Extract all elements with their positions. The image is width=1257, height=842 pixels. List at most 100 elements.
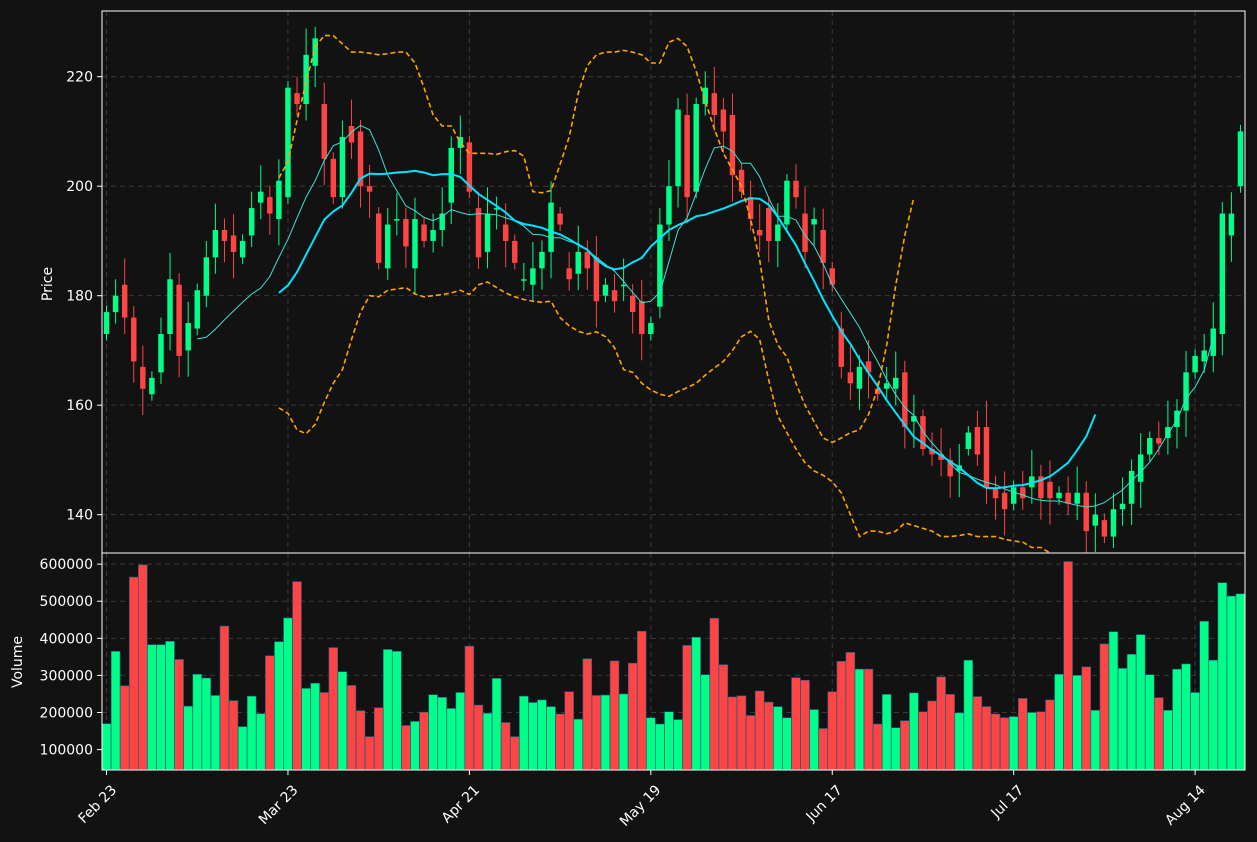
- volume-bar: [1181, 663, 1191, 771]
- volume-bar: [818, 728, 828, 771]
- candle-body: [820, 229, 826, 263]
- candle-body: [811, 219, 817, 225]
- volume-bar: [809, 709, 819, 771]
- volume-bar: [328, 647, 339, 771]
- price-grid: [102, 11, 1245, 553]
- volume-tick-label: 200000: [40, 706, 93, 722]
- volume-bar: [1172, 668, 1182, 771]
- volume-bar: [936, 676, 946, 771]
- bollinger-lower-line: [278, 281, 1052, 553]
- volume-bar: [872, 723, 883, 771]
- volume-panel-frame: [101, 552, 1246, 771]
- volume-bar: [292, 581, 302, 771]
- candle-body: [448, 147, 454, 203]
- volume-tick-label: 500000: [40, 594, 93, 610]
- volume-bar: [101, 723, 112, 771]
- volume-bar: [1145, 674, 1155, 771]
- volume-bar: [410, 721, 420, 771]
- volume-bar: [945, 694, 955, 771]
- candle-body: [248, 208, 255, 236]
- volume-bar: [900, 720, 910, 771]
- candle-body: [629, 295, 636, 313]
- candle-body: [1038, 476, 1044, 499]
- volume-bar: [1036, 711, 1046, 771]
- volume-bar: [401, 725, 411, 771]
- volume-bar: [256, 713, 266, 771]
- volume-bar: [419, 711, 429, 771]
- volume-bar: [555, 713, 565, 771]
- volume-bar: [582, 658, 593, 771]
- volume-bar: [228, 700, 239, 771]
- candle-body: [793, 180, 799, 198]
- candle-body: [847, 372, 854, 384]
- volume-bar: [219, 625, 230, 771]
- candle-body: [548, 202, 554, 252]
- candle-body: [974, 427, 981, 455]
- candle-body: [575, 251, 581, 274]
- candle-body: [394, 219, 400, 221]
- price-tick-label: 220: [66, 70, 93, 86]
- volume-bar: [274, 641, 284, 771]
- volume-bar: [156, 644, 166, 771]
- candle-body: [430, 229, 436, 241]
- volume-bar: [210, 695, 221, 771]
- candle-body: [176, 284, 182, 356]
- candle-body: [1219, 213, 1226, 335]
- volume-bar: [1018, 698, 1028, 771]
- volume-bar: [129, 576, 139, 771]
- candle-body: [321, 104, 327, 159]
- volume-bar: [981, 706, 992, 771]
- volume-bar: [138, 564, 148, 771]
- volume-bar: [764, 701, 774, 771]
- volume-bar: [1081, 666, 1091, 771]
- volume-bar: [673, 719, 683, 771]
- candle-body: [711, 93, 718, 116]
- candle-body: [1092, 514, 1099, 526]
- volume-bar: [283, 617, 293, 771]
- volume-bar: [392, 650, 402, 771]
- volume-bar: [727, 696, 738, 771]
- candle-body: [502, 224, 509, 241]
- volume-bar: [791, 677, 801, 771]
- volume-bar: [736, 695, 747, 771]
- candle-body: [357, 131, 364, 187]
- candle-body: [947, 459, 953, 477]
- candle-body: [1110, 509, 1117, 537]
- candle-body: [385, 224, 391, 269]
- volume-bar: [546, 706, 556, 771]
- volume-bar: [863, 668, 874, 771]
- volume-bar: [664, 711, 674, 771]
- candle-body: [212, 229, 219, 258]
- candle-body: [348, 125, 355, 143]
- volume-bar: [192, 673, 202, 771]
- candle-body: [802, 213, 808, 252]
- volume-bar: [373, 707, 384, 771]
- volume-bar: [754, 690, 765, 771]
- candle-body: [1183, 372, 1189, 411]
- volume-bar: [718, 664, 729, 771]
- candle-body: [666, 186, 672, 225]
- ma-slow-line: [278, 169, 1097, 490]
- volume-bar: [573, 718, 583, 771]
- candle-body: [1201, 350, 1207, 362]
- candle-body: [1119, 503, 1126, 510]
- volume-bar: [999, 717, 1010, 771]
- volume-bar: [364, 736, 375, 771]
- candle-body: [929, 448, 935, 455]
- candle-body: [121, 284, 128, 318]
- volume-bar: [265, 655, 275, 771]
- volume-bar: [909, 692, 919, 771]
- volume-bar: [963, 659, 974, 771]
- volume-bar: [446, 708, 456, 771]
- candle-body: [185, 323, 191, 351]
- candle-body: [648, 323, 654, 335]
- volume-bars: [101, 561, 1246, 771]
- ma-fast-line: [197, 124, 1214, 508]
- candle-body: [484, 213, 491, 252]
- candle-body: [566, 268, 572, 280]
- candle-body: [611, 290, 618, 302]
- volume-bar: [709, 617, 720, 771]
- candle-body: [285, 87, 291, 198]
- volume-bar: [537, 699, 547, 771]
- candle-body: [747, 197, 754, 220]
